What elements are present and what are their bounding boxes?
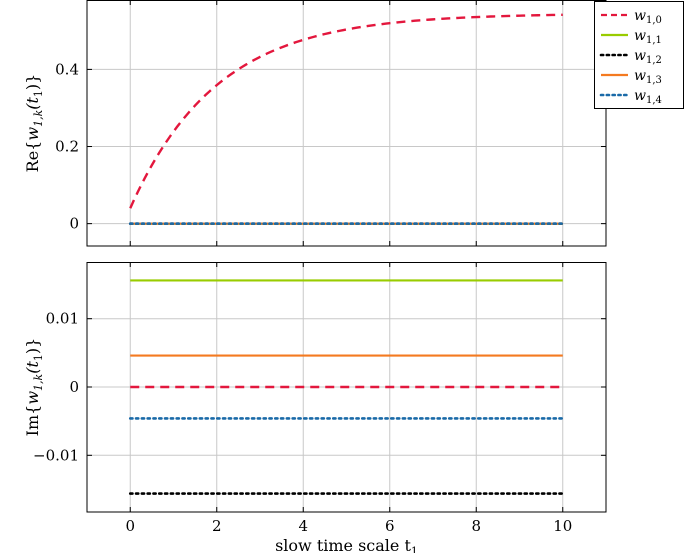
- y-tick-label: 0: [69, 378, 79, 396]
- y-axis-label: Im{w1,k(t1)}: [23, 338, 45, 437]
- series-group: [128, 279, 565, 495]
- legend-item: w1,0: [601, 8, 662, 26]
- x-tick-label: 8: [471, 517, 481, 535]
- x-tick-label: 6: [385, 517, 395, 535]
- legend-item: w1,4: [599, 88, 662, 106]
- x-tick-label: 10: [553, 517, 572, 535]
- x-tick-label: 2: [212, 517, 222, 535]
- y-tick-label: 0.2: [55, 138, 79, 156]
- legend-label: w1,1: [634, 28, 662, 46]
- x-tick-label: 4: [298, 517, 308, 535]
- panel-imag: −0.01 0 0.01 0 2 4 6 8 10 Im{w1,k(t1)} slow time s…: [23, 262, 607, 558]
- legend-label: w1,3: [634, 68, 662, 86]
- panel-real: 0 0.2 0.4 Re{w1,k(t1)}: [23, 0, 607, 247]
- legend: w1,0 w1,1 w1,2 w1,3 w1,4: [594, 1, 684, 109]
- x-axis-label: slow time scale t1: [275, 536, 418, 553]
- y-tick-label: 0.01: [46, 310, 79, 328]
- series-line-w10: [129, 13, 563, 209]
- legend-item: w1,3: [601, 68, 662, 86]
- plot-frame: [86, 0, 607, 247]
- legend-label: w1,2: [634, 48, 662, 66]
- y-tick-label: 0: [69, 215, 79, 233]
- y-tick-label: 0.4: [55, 60, 79, 78]
- y-axis-label: Re{w1,k(t1)}: [23, 74, 45, 173]
- legend-label: w1,0: [634, 8, 662, 26]
- x-tick-label: 0: [125, 517, 135, 535]
- legend-item: w1,1: [601, 28, 662, 46]
- legend-item: w1,2: [599, 48, 662, 66]
- y-tick-label: −0.01: [33, 446, 79, 464]
- series-group: [128, 13, 565, 225]
- legend-label: w1,4: [634, 88, 662, 106]
